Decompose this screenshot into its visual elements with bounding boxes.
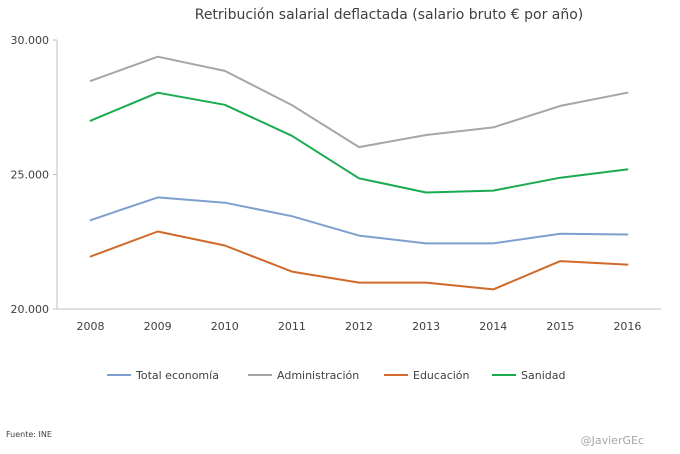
y-tick-label: 25.000 — [11, 169, 50, 182]
y-tick-label: 20.000 — [11, 303, 50, 316]
x-tick-label: 2011 — [278, 320, 306, 333]
x-tick-label: 2013 — [412, 320, 440, 333]
y-tick-label: 30.000 — [11, 34, 50, 47]
series-line-educacion — [89, 230, 629, 291]
legend: Total economía Administración Educación San… — [107, 369, 565, 382]
x-tick-label: 2012 — [345, 320, 373, 333]
series-line-administracion — [89, 55, 629, 149]
x-tick-label: 2009 — [144, 320, 172, 333]
source-note: Fuente: INE — [6, 430, 52, 439]
x-tick-label: 2008 — [77, 320, 105, 333]
x-tick-label: 2016 — [613, 320, 641, 333]
series-line-total-economia — [89, 196, 629, 245]
chart-title: Retribución salarial deflactada (salario… — [195, 7, 584, 23]
x-tick-label: 2014 — [479, 320, 507, 333]
series-line-sanidad — [89, 91, 629, 194]
axes: 20.000 25.000 30.000 2008 2009 2010 2011 2012 20… — [11, 34, 661, 333]
legend-label: Administración — [277, 369, 359, 382]
legend-label: Total economía — [135, 369, 219, 382]
legend-label: Sanidad — [521, 369, 565, 382]
author-credit: @JavierGEc — [580, 434, 644, 447]
x-tick-label: 2015 — [546, 320, 574, 333]
series-lines — [89, 55, 629, 291]
x-tick-label: 2010 — [211, 320, 239, 333]
legend-label: Educación — [413, 369, 470, 382]
